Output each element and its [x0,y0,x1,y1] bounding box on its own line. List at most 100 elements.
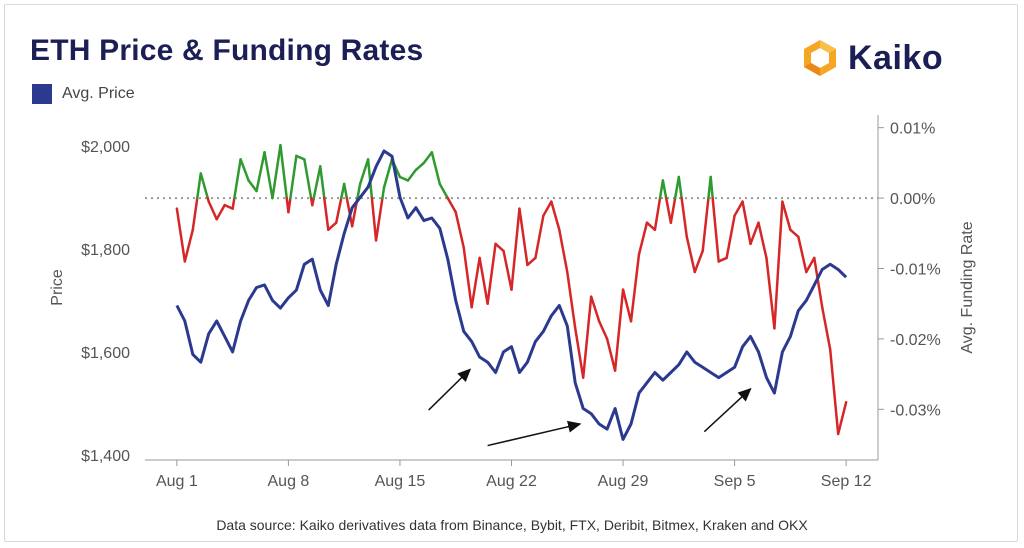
funding-rate-segment [430,151,442,186]
funding-rate-segment [502,249,513,291]
data-source-footnote: Data source: Kaiko derivatives data from… [216,517,808,533]
funding-rate-segment [287,196,292,214]
funding-rate-segment [581,295,593,379]
funding-rate-segment [685,235,696,274]
funding-rate-segment [805,256,816,274]
x-tick-label: Aug 29 [598,473,649,490]
y-tick-label: $1,400 [81,448,130,465]
funding-rate-segment [701,196,710,253]
funding-rate-segment [454,210,465,249]
funding-rate-segment [653,196,662,232]
y2-tick-label: 0.00% [890,191,935,208]
funding-rate-segment [693,249,704,274]
funding-rate-segment [669,196,677,224]
funding-rate-segment [323,196,330,232]
funding-rate-segment [486,242,497,305]
funding-rate-segment [414,161,426,172]
funding-rate-segment [573,327,585,379]
funding-rate-segment [239,158,250,182]
funding-rate-segment [406,168,418,182]
funding-rate-segment [749,221,760,246]
legend-label-price: Avg. Price [62,85,135,102]
x-tick-label: Aug 8 [268,473,310,490]
y-tick-label: $1,600 [81,345,130,362]
funding-rate-segment [196,172,203,200]
funding-rate-segment [820,305,832,351]
funding-rate-segment [717,256,728,263]
funding-rate-segment [813,256,824,309]
funding-rate-segment [613,288,625,372]
funding-rate-segment [191,196,199,232]
funding-rate-segment [334,196,343,224]
funding-rate-segment [680,196,689,239]
y2-tick-label: 0.01% [890,121,935,138]
funding-rate-segment [597,320,609,341]
funding-rate-segment [765,256,776,330]
funding-rate-segment [725,214,736,260]
funding-rate-segment [534,214,545,260]
annotation-arrow [428,368,472,411]
kaiko-logo-icon [804,40,836,76]
funding-rate-segment [358,158,370,186]
funding-rate-segment [255,151,266,193]
funding-rate-segment [233,158,242,200]
funding-rate-segment [494,242,505,253]
funding-rate-segment [289,154,298,200]
funding-rate-segment [207,200,218,221]
funding-rate-segment [327,221,338,232]
funding-rate-segment [645,221,657,232]
x-tick-label: Sep 12 [821,473,872,490]
x-tick-label: Aug 22 [486,473,537,490]
funding-rate-segment [558,228,569,274]
chart-frame [4,4,1018,542]
funding-rate-segment [462,246,473,309]
kaiko-logo-text: Kaiko [848,38,944,77]
funding-rate-segment [836,401,848,436]
funding-rate-segment [271,144,282,200]
funding-rate-segment [518,207,529,267]
funding-rate-segment [422,151,434,165]
funding-rate-segment [356,182,362,200]
kaiko-logo: Kaiko [800,38,943,78]
annotation-arrow [703,387,752,433]
x-tick-label: Sep 5 [714,473,756,490]
y2-tick-label: -0.02% [890,332,941,349]
funding-rate-series [175,144,848,436]
funding-rate-segment [279,144,288,200]
funding-rate-segment [295,154,306,161]
funding-rate-segment [223,203,234,210]
funding-rate-segment [605,337,617,372]
funding-rate-segment [773,200,784,330]
funding-rate-segment [175,207,187,263]
funding-rate-segment [231,196,236,210]
price-line [175,149,848,441]
funding-rate-segment [733,200,744,217]
funding-rate-segment [550,200,561,232]
funding-rate-segment [374,196,384,242]
funding-rate-segment [789,228,800,239]
funding-rate-segment [312,165,322,200]
funding-rate-segment [478,256,489,305]
funding-rate-segment [664,196,673,224]
funding-rate-segment [510,207,521,291]
funding-rate-segment [661,179,668,200]
funding-rate-segment [398,175,410,182]
funding-rate-segment [470,256,481,309]
y2-tick-label: -0.01% [890,261,941,278]
funding-rate-segment [438,182,450,200]
funding-rate-segment [709,175,714,200]
funding-rate-segment [382,158,394,189]
funding-rate-segment [370,196,378,242]
funding-rate-segment [263,151,274,200]
funding-rate-segment [637,221,649,256]
y-tick-label: $1,800 [81,242,130,259]
funding-rate-segment [711,196,720,263]
annotation-arrow [487,420,582,447]
legend-swatch-price [32,84,52,104]
funding-rate-segment [526,256,537,267]
funding-rate-segment [757,221,768,260]
funding-rate-segment [542,200,553,217]
funding-rate-segment [621,288,633,323]
price-series [175,149,848,441]
